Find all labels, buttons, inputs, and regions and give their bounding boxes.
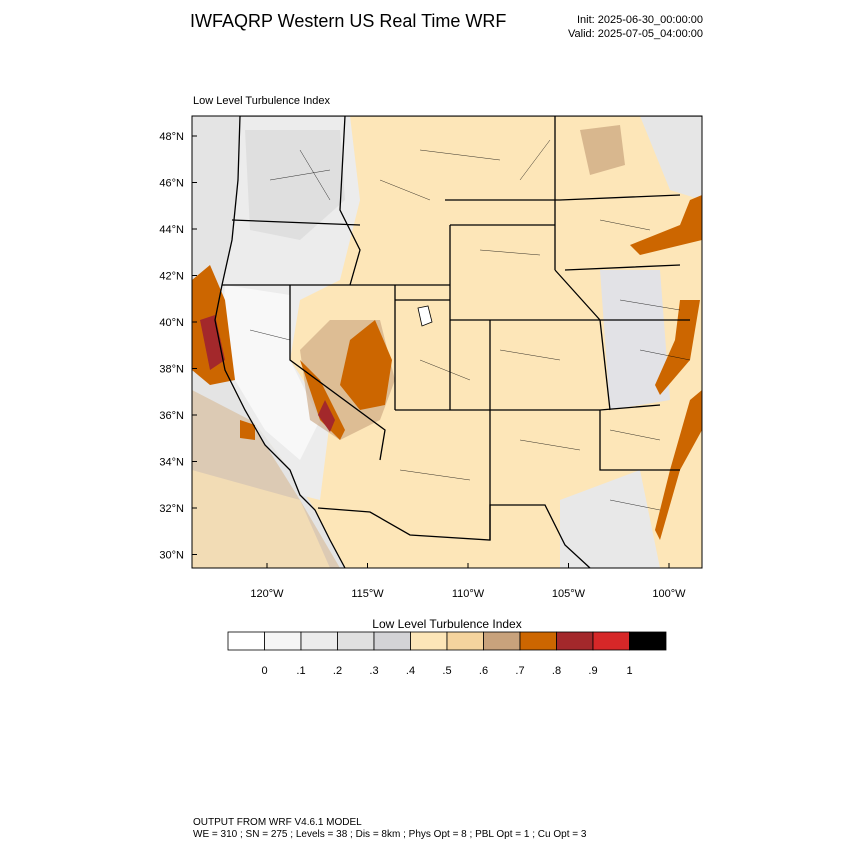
lat-label: 44°N: [159, 224, 184, 236]
init-time: Init: 2025-06-30_00:00:00: [577, 14, 703, 26]
colorbar-title: Low Level Turbulence Index: [372, 617, 521, 631]
lat-label: 32°N: [159, 503, 184, 515]
colorbar-label: .4: [406, 665, 415, 677]
lat-label: 30°N: [159, 550, 184, 562]
lat-label: 42°N: [159, 271, 184, 283]
lon-axis: 120°W 115°W 110°W 105°W 100°W: [250, 563, 686, 600]
footer-line: WE = 310 ; SN = 275 ; Levels = 38 ; Dis …: [193, 829, 587, 840]
colorbar-label: .9: [588, 665, 597, 677]
map-frame: [191, 115, 703, 569]
colorbar-box: [592, 631, 630, 651]
colorbar-box: [446, 631, 484, 651]
lat-label: 48°N: [159, 131, 184, 143]
colorbar-label: 0: [261, 665, 267, 677]
map-label: Low Level Turbulence Index: [193, 95, 330, 107]
colorbar: 0 .1 .2 .3 .4 .5 .6 .7 .8 .9 1: [227, 631, 667, 677]
colorbar-label: 1: [626, 665, 632, 677]
lon-label: 105°W: [552, 588, 586, 600]
colorbar-label: .7: [515, 665, 524, 677]
colorbar-label: .1: [296, 665, 305, 677]
title: IWFAQRP Western US Real Time WRF: [190, 11, 506, 31]
map: [192, 116, 702, 568]
valid-time: Valid: 2025-07-05_04:00:00: [568, 28, 703, 40]
colorbar-box: [264, 631, 302, 651]
colorbar-label: .8: [552, 665, 561, 677]
lon-label: 115°W: [351, 588, 384, 600]
colorbar-label: .3: [369, 665, 378, 677]
colorbar-box: [483, 631, 521, 651]
lat-label: 46°N: [159, 178, 184, 190]
lon-label: 110°W: [452, 588, 485, 600]
footer-line: OUTPUT FROM WRF V4.6.1 MODEL: [193, 817, 362, 828]
colorbar-box: [373, 631, 411, 651]
colorbar-box: [556, 631, 594, 651]
colorbar-label: .6: [479, 665, 488, 677]
lon-label: 100°W: [652, 588, 686, 600]
lon-label: 120°W: [250, 588, 284, 600]
lat-label: 40°N: [159, 317, 184, 329]
lat-label: 36°N: [159, 410, 184, 422]
colorbar-box: [227, 631, 265, 651]
colorbar-box: [629, 631, 667, 651]
lat-label: 38°N: [159, 364, 184, 376]
colorbar-label: .2: [333, 665, 342, 677]
colorbar-box: [410, 631, 448, 651]
lat-axis: 48°N 46°N 44°N 42°N 40°N 38°N 36°N 34°N 32°N 30°N: [159, 131, 197, 562]
colorbar-box: [300, 631, 338, 651]
colorbar-box: [519, 631, 557, 651]
colorbar-label: .5: [442, 665, 451, 677]
lat-label: 34°N: [159, 457, 184, 469]
colorbar-box: [337, 631, 375, 651]
